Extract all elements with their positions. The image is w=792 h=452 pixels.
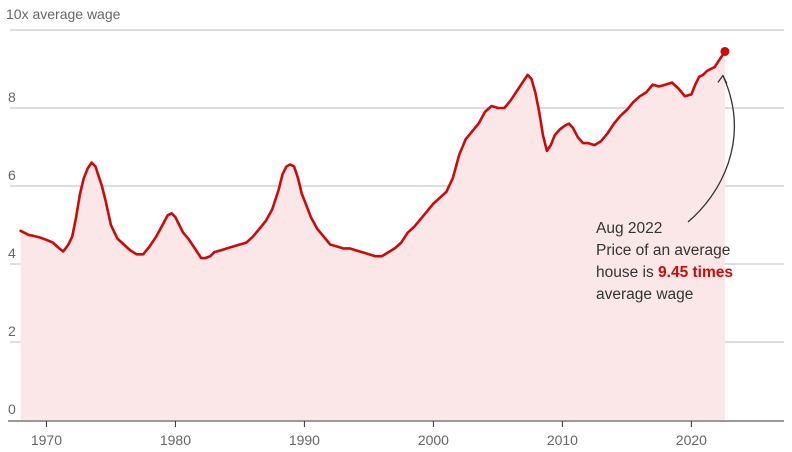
price-to-wage-line (19, 50, 727, 260)
annotation-arrow (687, 75, 735, 223)
x-tick-label: 2000 (418, 432, 449, 448)
y-axis-title: 10x average wage (6, 6, 121, 22)
annotation: Aug 2022 Price of an average house is 9.… (596, 74, 735, 303)
annotation-line-4: average wage (596, 286, 693, 303)
x-tick-label: 1990 (289, 432, 320, 448)
x-tick-label: 2010 (547, 432, 578, 448)
y-tick-label: 6 (8, 167, 16, 183)
x-tick-label: 1980 (160, 432, 191, 448)
y-tick-label: 0 (8, 401, 16, 417)
annotation-line-3-text: house is (596, 264, 658, 281)
x-tick-label: 1970 (31, 432, 62, 448)
y-tick-label: 2 (8, 323, 16, 339)
latest-value-marker (720, 46, 730, 56)
x-tick-label: 2020 (676, 432, 707, 448)
annotation-line-3: house is 9.45 times (596, 264, 733, 281)
y-tick-label: 8 (8, 89, 16, 105)
y-tick-label: 4 (8, 245, 16, 261)
x-axis-ticks: 1970 1980 1990 2000 2010 2020 (31, 421, 707, 448)
y-axis-ticks: 0 2 4 6 8 (8, 89, 16, 417)
area-fill (20, 51, 725, 420)
annotation-line-2: Price of an average (596, 242, 730, 259)
annotation-date: Aug 2022 (596, 220, 662, 237)
annotation-highlight-value: 9.45 times (658, 264, 733, 281)
annotation-arrowhead (717, 74, 728, 84)
